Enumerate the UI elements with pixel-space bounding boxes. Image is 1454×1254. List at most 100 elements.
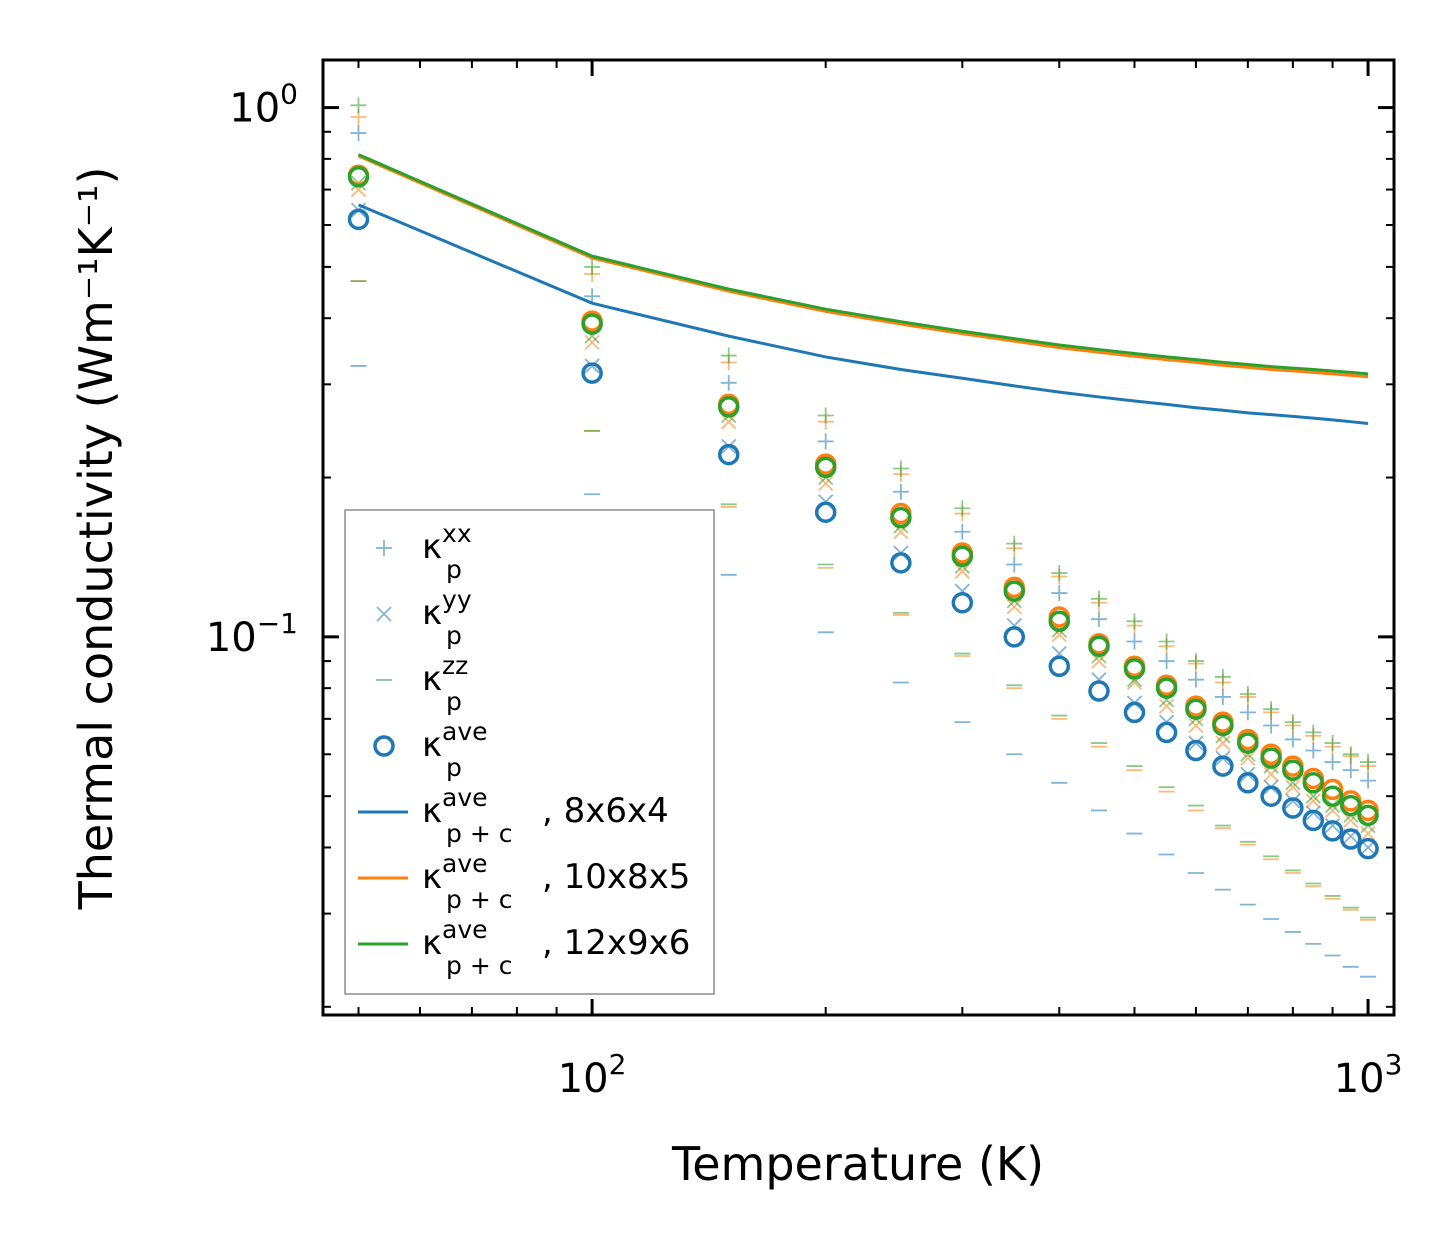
marker-ave-8x6x4 bbox=[1088, 680, 1110, 702]
legend-label: κave p + c, 12x9x6 bbox=[422, 915, 690, 980]
marker-ave-8x6x4 bbox=[1321, 820, 1344, 842]
marker-xx-12x9x6 bbox=[1158, 633, 1175, 650]
marker-xx-8x6x4 bbox=[1090, 611, 1107, 628]
marker-xx-12x9x6 bbox=[720, 347, 737, 364]
marker-yy-8x6x4 bbox=[1285, 793, 1301, 809]
marker-ave-8x6x4 bbox=[1212, 755, 1234, 777]
x-axis-label: Temperature (K) bbox=[671, 1137, 1044, 1191]
marker-yy-10x8x5 bbox=[584, 334, 600, 351]
marker-xx-12x9x6 bbox=[1324, 735, 1341, 752]
marker-xx-8x6x4 bbox=[1239, 704, 1256, 721]
marker-ave-12x9x6 bbox=[1237, 732, 1259, 754]
legend-entry: κave p + c, 8x6x4 bbox=[358, 783, 669, 848]
legend-label: κave p bbox=[422, 717, 488, 782]
marker-yy-10x8x5 bbox=[1188, 717, 1204, 734]
marker-ave-8x6x4 bbox=[1237, 772, 1259, 794]
marker-xx-12x9x6 bbox=[1305, 724, 1322, 741]
marker-ave-12x9x6 bbox=[347, 166, 370, 188]
marker-ave-10x8x5 bbox=[1321, 778, 1344, 801]
marker-xx-8x6x4 bbox=[1187, 671, 1204, 688]
marker-xx-8x6x4 bbox=[1006, 556, 1023, 573]
marker-xx-8x6x4 bbox=[350, 125, 367, 142]
marker-ave-8x6x4 bbox=[1302, 809, 1325, 832]
marker-ave-12x9x6 bbox=[1123, 658, 1146, 680]
marker-xx-12x9x6 bbox=[1187, 653, 1204, 670]
x-tick-label: 103 bbox=[1334, 1048, 1403, 1102]
marker-xx-12x9x6 bbox=[1006, 535, 1023, 552]
marker-yy-10x8x5 bbox=[1091, 653, 1107, 669]
marker-ave-12x9x6 bbox=[717, 396, 740, 418]
legend-marker-circle bbox=[373, 735, 395, 757]
y-tick-label: 100 bbox=[229, 78, 298, 132]
marker-yy-10x8x5 bbox=[721, 414, 737, 430]
marker-xx-8x6x4 bbox=[1051, 585, 1068, 602]
marker-xx-12x9x6 bbox=[1342, 746, 1359, 763]
marker-yy-8x6x4 bbox=[1324, 817, 1341, 834]
marker-yy-10x8x5 bbox=[1158, 698, 1175, 714]
legend-label: κave p + c, 8x6x4 bbox=[422, 783, 669, 848]
marker-xx-12x9x6 bbox=[1126, 613, 1143, 630]
marker-ave-12x9x6 bbox=[1088, 635, 1110, 657]
marker-xx-8x6x4 bbox=[954, 523, 971, 540]
marker-yy-10x8x5 bbox=[1215, 735, 1231, 751]
marker-ave-8x6x4 bbox=[1123, 701, 1146, 724]
marker-ave-12x9x6 bbox=[1282, 759, 1304, 781]
marker-xx-8x6x4 bbox=[720, 374, 737, 391]
marker-xx-12x9x6 bbox=[1263, 701, 1280, 718]
marker-xx-8x6x4 bbox=[817, 433, 834, 450]
marker-ave-8x6x4 bbox=[1357, 837, 1379, 860]
marker-ave-12x9x6 bbox=[1003, 580, 1026, 602]
marker-yy-8x6x4 bbox=[584, 358, 600, 374]
line-8x6x4 bbox=[357, 203, 1369, 425]
marker-ave-12x9x6 bbox=[1302, 772, 1325, 794]
marker-ave-8x6x4 bbox=[951, 591, 974, 614]
marker-ave-8x6x4 bbox=[1185, 739, 1207, 762]
marker-ave-12x9x6 bbox=[1155, 677, 1178, 699]
marker-xx-12x9x6 bbox=[892, 460, 909, 477]
x-tick-label: 102 bbox=[558, 1048, 627, 1102]
line-10x8x5 bbox=[357, 154, 1369, 379]
marker-xx-12x9x6 bbox=[1214, 668, 1231, 685]
marker-ave-8x6x4 bbox=[1048, 655, 1071, 677]
marker-xx-12x9x6 bbox=[1090, 590, 1107, 607]
marker-xx-12x9x6 bbox=[1239, 685, 1256, 702]
marker-xx-8x6x4 bbox=[1284, 731, 1301, 748]
marker-yy-10x8x5 bbox=[1240, 750, 1256, 766]
marker-xx-8x6x4 bbox=[1324, 754, 1341, 771]
legend-label: κzz p bbox=[422, 651, 468, 716]
marker-xx-8x6x4 bbox=[892, 483, 909, 500]
legend-label: κave p + c, 10x8x5 bbox=[422, 849, 690, 914]
marker-yy-10x8x5 bbox=[1006, 599, 1022, 615]
marker-xx-8x6x4 bbox=[1360, 772, 1377, 789]
axes-frame bbox=[321, 58, 1396, 1017]
marker-xx-8x6x4 bbox=[1305, 742, 1322, 759]
legend-marker-plus bbox=[376, 540, 392, 556]
marker-yy-10x8x5 bbox=[954, 563, 970, 579]
marker-yy-10x8x5 bbox=[818, 475, 834, 491]
marker-ave-12x9x6 bbox=[890, 506, 912, 529]
legend-label: κxx p bbox=[422, 519, 472, 584]
tick-labels: 102 103 100 10−1 bbox=[206, 78, 1403, 1102]
marker-xx-12x9x6 bbox=[350, 97, 367, 114]
marker-xx-8x6x4 bbox=[1158, 653, 1175, 670]
marker-ave-12x9x6 bbox=[814, 456, 837, 479]
marker-ave-8x6x4 bbox=[347, 208, 370, 231]
marker-xx-12x9x6 bbox=[954, 500, 971, 517]
marker-ave-8x6x4 bbox=[1003, 626, 1026, 648]
y-axis-label: Thermal conductivity (Wm⁻¹K⁻¹) bbox=[69, 167, 123, 911]
marker-ave-8x6x4 bbox=[814, 501, 837, 523]
marker-ave-8x6x4 bbox=[1282, 797, 1304, 819]
marker-ave-8x6x4 bbox=[1260, 785, 1282, 807]
marker-ave-12x9x6 bbox=[951, 545, 974, 568]
marker-ave-8x6x4 bbox=[581, 362, 603, 384]
line-12x9x6 bbox=[357, 153, 1369, 376]
marker-xx-12x9x6 bbox=[1360, 754, 1377, 771]
marker-yy-10x8x5 bbox=[1285, 779, 1301, 795]
marker-yy-10x8x5 bbox=[1360, 825, 1376, 842]
marker-ave-12x9x6 bbox=[581, 313, 603, 335]
legend-entry: κave p bbox=[373, 717, 488, 782]
marker-yy-10x8x5 bbox=[1343, 812, 1359, 829]
